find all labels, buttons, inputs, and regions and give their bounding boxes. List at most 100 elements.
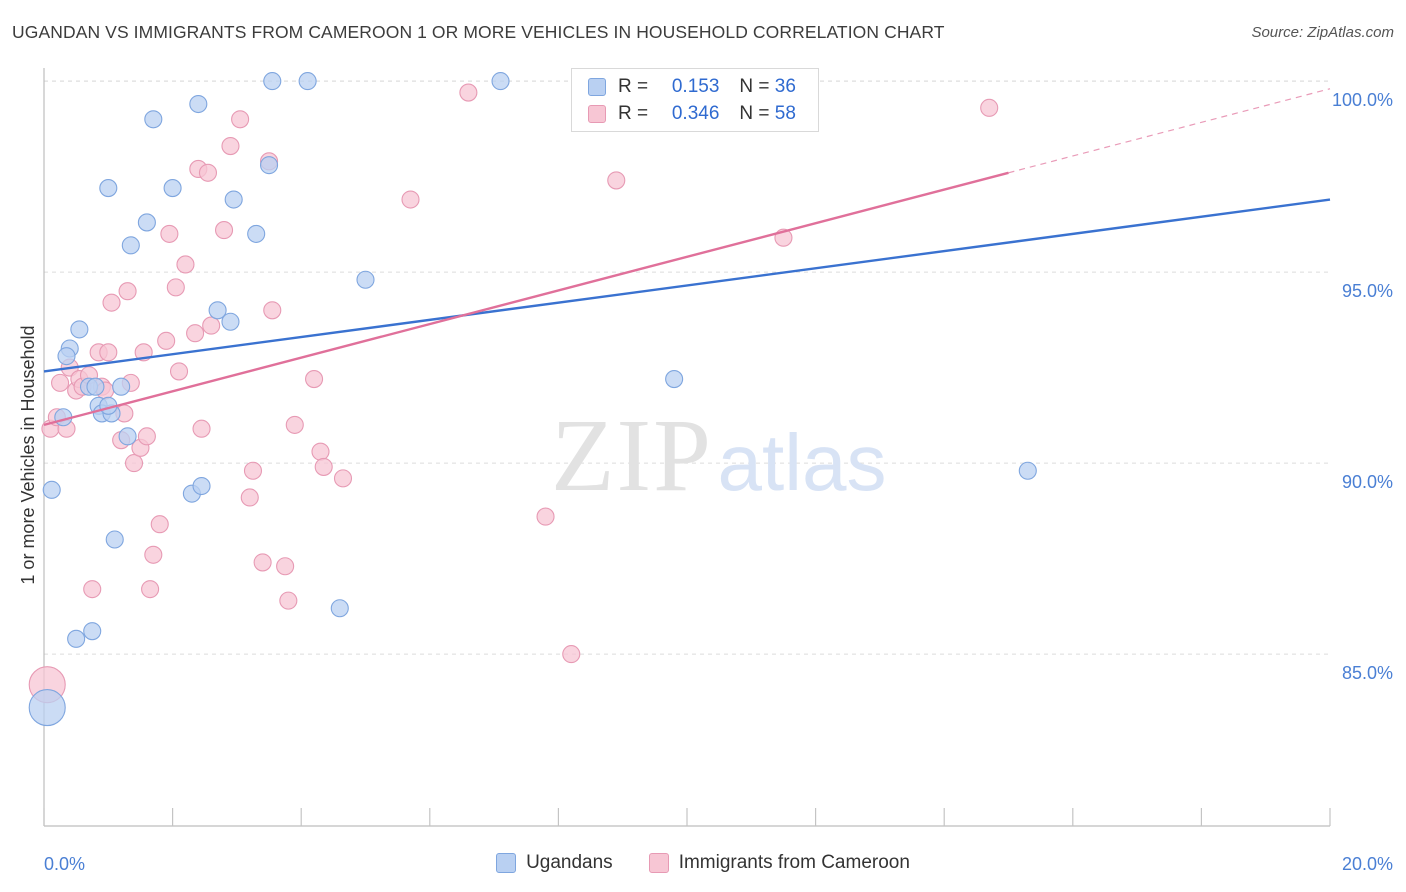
ugandans-point	[70, 320, 89, 339]
cameroon-point	[137, 427, 156, 446]
legend-swatch-cameroon	[648, 853, 669, 873]
cameroon-point	[160, 224, 179, 243]
chart-title: UGANDAN VS IMMIGRANTS FROM CAMEROON 1 OR…	[12, 22, 945, 42]
cameroon-point	[305, 370, 324, 389]
ugandans-point	[112, 377, 131, 396]
cameroon-point	[279, 591, 298, 610]
legend-swatch-ugandans	[496, 853, 517, 873]
n-label: N =	[739, 76, 770, 97]
ugandans-point	[208, 301, 227, 320]
ugandans-point	[356, 270, 375, 289]
cameroon-trend-line	[43, 171, 1009, 427]
cameroon-point	[243, 461, 263, 480]
ugandans-point	[298, 72, 317, 91]
ugandans-point	[247, 224, 266, 243]
stats-legend-row-cameroon: R = 0.346 N = 58	[588, 102, 796, 126]
ugandans-point	[137, 213, 156, 232]
ugandans-point	[42, 480, 61, 499]
cameroon-point	[198, 163, 218, 182]
r-label: R =	[618, 103, 649, 124]
trend-layer	[43, 88, 1331, 427]
legend-item-ugandans[interactable]: Ugandans	[496, 852, 613, 874]
ugandans-swatch	[588, 78, 606, 96]
y-tick-label: 85.0%	[1342, 663, 1393, 683]
labels-layer: 85.0% 90.0% 95.0% 100.0% 0.0% 20.0%	[44, 90, 1393, 874]
y-tick-label: 90.0%	[1342, 472, 1393, 492]
ugandans-point	[189, 94, 208, 114]
cameroon-point	[311, 442, 330, 461]
legend-label-ugandans: Ugandans	[526, 852, 613, 873]
ugandans-point	[83, 622, 102, 641]
cameroon-point	[980, 98, 999, 117]
x-tick-label: 0.0%	[44, 854, 85, 874]
n-label: N =	[739, 103, 770, 124]
ugandans-point	[1018, 461, 1037, 480]
ugandans-point	[263, 72, 282, 91]
cameroon-point	[314, 457, 333, 476]
y-axis-label: 1 or more Vehicles in Household	[18, 325, 38, 584]
cameroon-point	[240, 488, 259, 507]
grid-layer	[44, 80, 1330, 655]
cameroon-point	[51, 373, 70, 392]
r-value: 0.153	[671, 76, 720, 97]
ugandans-point	[259, 156, 279, 175]
cameroon-point	[83, 580, 102, 599]
ugandans-point	[224, 190, 243, 209]
cameroon-point	[607, 171, 626, 190]
cameroon-point	[176, 255, 195, 274]
cameroon-point	[150, 515, 169, 534]
watermark-zip: ZIP	[551, 398, 713, 513]
cameroon-point	[333, 469, 353, 488]
ugandans-trend-line	[43, 198, 1331, 373]
ugandans-point	[28, 689, 66, 727]
points-layer	[28, 72, 1037, 727]
cameroon-point	[253, 553, 272, 572]
cameroon-point	[192, 419, 211, 438]
cameroon-point	[285, 415, 304, 434]
cameroon-point	[166, 278, 185, 297]
cameroon-point	[562, 645, 581, 664]
legend-label-cameroon: Immigrants from Cameroon	[678, 852, 910, 873]
stats-legend-row-ugandans: R = 0.153 N = 36	[588, 75, 796, 99]
legend-item-cameroon[interactable]: Immigrants from Cameroon	[648, 852, 910, 874]
ugandans-point	[99, 179, 118, 198]
cameroon-point	[124, 454, 144, 473]
ugandans-point	[221, 312, 240, 331]
ugandans-point	[163, 179, 182, 198]
cameroon-point	[169, 362, 189, 381]
cameroon-point	[99, 343, 118, 362]
cameroon-point	[401, 190, 420, 209]
ugandans-point	[665, 370, 684, 389]
watermark: ZIP atlas	[551, 398, 886, 513]
ugandans-point	[86, 377, 105, 396]
x-tick-label: 20.0%	[1342, 854, 1393, 874]
cameroon-point	[118, 282, 137, 301]
cameroon-trend-extension	[1008, 88, 1331, 174]
ugandans-point	[57, 347, 76, 366]
cameroon-point	[157, 331, 176, 350]
cameroon-point	[202, 316, 221, 335]
ugandans-point	[144, 110, 163, 129]
n-value: 58	[774, 103, 796, 124]
cameroon-swatch	[588, 105, 606, 123]
cameroon-point	[144, 545, 163, 564]
ugandans-point	[118, 427, 137, 446]
cameroon-point	[231, 110, 250, 129]
ugandans-point	[67, 629, 86, 648]
ugandans-point	[330, 599, 349, 618]
cameroon-point	[459, 83, 478, 102]
cameroon-point	[102, 293, 121, 312]
r-value: 0.346	[671, 103, 720, 124]
cameroon-point	[276, 557, 295, 576]
ugandans-point	[105, 530, 124, 549]
y-tick-label: 100.0%	[1332, 90, 1393, 110]
ugandans-point	[192, 476, 211, 496]
stats-legend: R = 0.153 N = 36 R = 0.346 N = 58	[571, 68, 819, 132]
y-tick-label: 95.0%	[1342, 281, 1393, 301]
cameroon-point	[141, 580, 160, 599]
cameroon-point	[186, 324, 205, 343]
cameroon-point	[214, 221, 234, 240]
ugandans-point	[491, 72, 510, 91]
ugandans-point	[121, 236, 140, 255]
